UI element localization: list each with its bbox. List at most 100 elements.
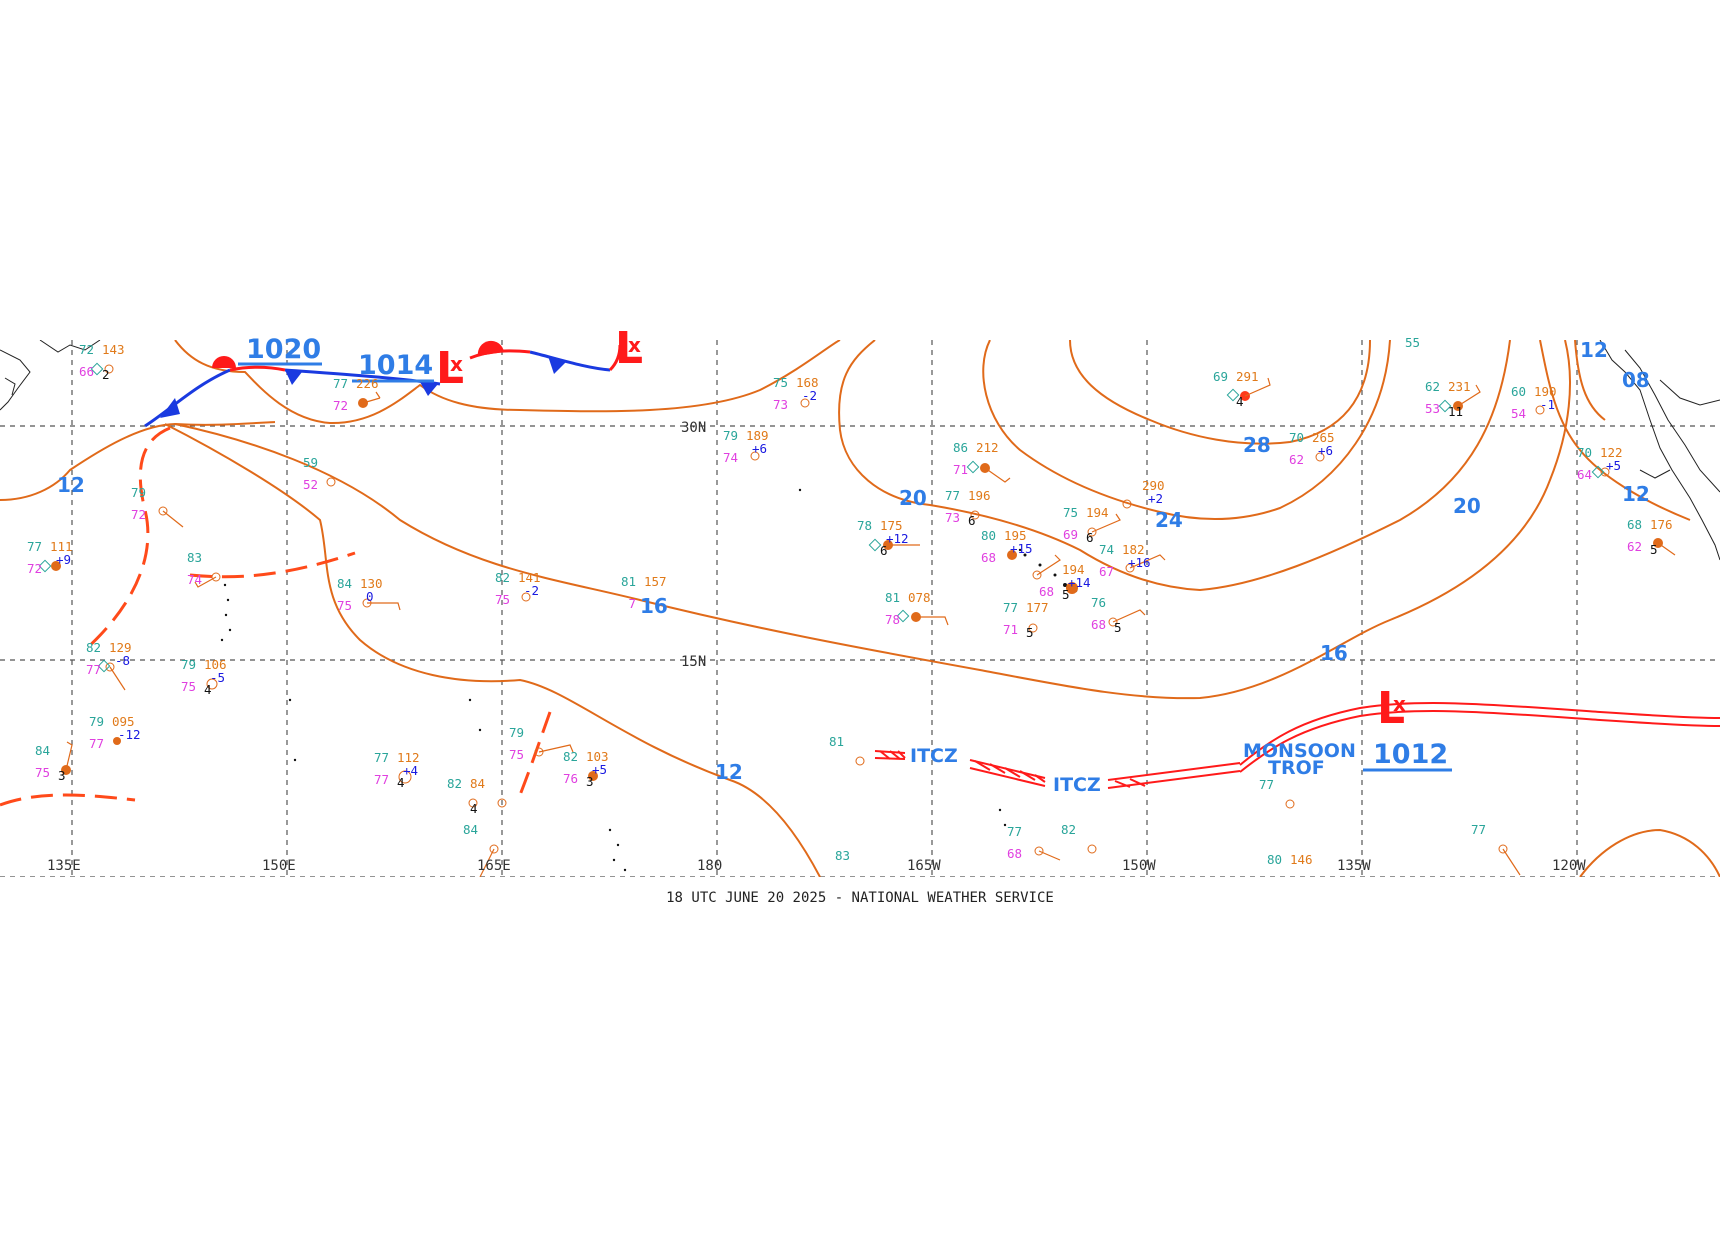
station-temperature: 82 bbox=[86, 640, 101, 655]
station-tendency: +6 bbox=[1318, 443, 1333, 458]
station-temperature: 60 bbox=[1511, 384, 1526, 399]
isobar-label: 16 bbox=[640, 594, 668, 618]
low-center-mark: x bbox=[450, 352, 463, 376]
station-temperature: 74 bbox=[1099, 542, 1114, 557]
station-dewpoint: 72 bbox=[131, 507, 146, 522]
station-pressure: 141 bbox=[518, 570, 541, 585]
station-tendency: +9 bbox=[56, 552, 71, 567]
station-pressure: 143 bbox=[102, 342, 125, 357]
station-pressure: 291 bbox=[1236, 369, 1259, 384]
station-pressure: 130 bbox=[360, 576, 383, 591]
station-pressure: 194 bbox=[1086, 505, 1109, 520]
station-cloud-cover: 5 bbox=[1026, 625, 1034, 640]
itcz-band bbox=[874, 702, 1720, 789]
station-pressure: 122 bbox=[1600, 445, 1623, 460]
low-center-symbol: L bbox=[615, 323, 643, 374]
station-tendency: +16 bbox=[1128, 555, 1151, 570]
station-dewpoint: 62 bbox=[1289, 452, 1304, 467]
station-temperature: 69 bbox=[1213, 369, 1228, 384]
station-pressure: 290 bbox=[1142, 478, 1165, 493]
pressure-centers: 1020 1014 L x L x L x 1012 bbox=[238, 323, 1452, 772]
station-temperature: 81 bbox=[885, 590, 900, 605]
station-dewpoint: 73 bbox=[773, 397, 788, 412]
station-dewpoint: 75 bbox=[35, 765, 50, 780]
station-cloud-cover: 5 bbox=[1650, 542, 1658, 557]
station-tendency: +6 bbox=[752, 441, 767, 456]
station-cloud-cover: 3 bbox=[586, 774, 594, 789]
station-temperature: 70 bbox=[1577, 445, 1592, 460]
warm-front bbox=[212, 340, 622, 372]
isobar-label: 16 bbox=[1320, 641, 1348, 665]
station-temperature: 59 bbox=[303, 455, 318, 470]
station-tendency: -12 bbox=[118, 727, 141, 742]
station-temperature: 79 bbox=[509, 725, 524, 740]
station-temperature: 79 bbox=[131, 485, 146, 500]
station-temperature: 77 bbox=[374, 750, 389, 765]
lon-label: 135W bbox=[1337, 858, 1371, 874]
station-tendency: 0 bbox=[366, 589, 374, 604]
low-center-symbol: L bbox=[1377, 683, 1405, 734]
station-temperature: 77 bbox=[1259, 777, 1274, 792]
station-pressure: 111 bbox=[50, 539, 73, 554]
station-temperature: 80 bbox=[981, 528, 996, 543]
station-dewpoint: 71 bbox=[1003, 622, 1018, 637]
station-dewpoint: 77 bbox=[86, 662, 101, 677]
isobar-label: 08 bbox=[1622, 368, 1650, 392]
station-temperature: 75 bbox=[1063, 505, 1078, 520]
station-tendency: -5 bbox=[210, 670, 225, 685]
station-dewpoint: 62 bbox=[1627, 539, 1642, 554]
station-temperature: 72 bbox=[79, 342, 94, 357]
station-pressure: 196 bbox=[968, 488, 991, 503]
station-temperature: 75 bbox=[773, 375, 788, 390]
monsoon-label: TROF bbox=[1268, 757, 1325, 779]
station-pressure: 168 bbox=[796, 375, 819, 390]
low-center-symbol: L bbox=[436, 343, 464, 394]
isobar-label: 28 bbox=[1243, 433, 1271, 457]
station-temperature: 86 bbox=[953, 440, 968, 455]
wind-barbs bbox=[65, 377, 1676, 877]
station-dewpoint: 52 bbox=[303, 477, 318, 492]
isobar-label: 24 bbox=[1155, 508, 1183, 532]
station-temperature: 76 bbox=[1091, 595, 1106, 610]
station-cloud-cover: 2 bbox=[102, 367, 110, 382]
isobar-label: 12 bbox=[715, 760, 743, 784]
station-pressure: 226 bbox=[356, 376, 379, 391]
grid-labels: 135E 150E 165E 180 165W 150W 135W 120W 3… bbox=[47, 420, 1586, 874]
station-tendency: +2 bbox=[1148, 491, 1163, 506]
station-dewpoint: 73 bbox=[945, 510, 960, 525]
station-dewpoint: 69 bbox=[1063, 527, 1078, 542]
station-temperature: 82 bbox=[563, 749, 578, 764]
station-pressure: 189 bbox=[746, 428, 769, 443]
lon-label: 120W bbox=[1552, 858, 1586, 874]
station-dewpoint: 72 bbox=[333, 398, 348, 413]
station-temperature: 70 bbox=[1289, 430, 1304, 445]
station-dewpoint: 76 bbox=[563, 771, 578, 786]
station-pressure: 078 bbox=[908, 590, 931, 605]
station-pressure: 212 bbox=[976, 440, 999, 455]
lon-label: 135E bbox=[47, 858, 81, 874]
station-dewpoint: 77 bbox=[374, 772, 389, 787]
station-dewpoint: 64 bbox=[1577, 467, 1592, 482]
station-temperature: 79 bbox=[89, 714, 104, 729]
longitude-grid bbox=[71, 340, 1578, 877]
station-pressure: 157 bbox=[644, 574, 667, 589]
station-temperature: 77 bbox=[1007, 824, 1022, 839]
station-pressure: 106 bbox=[204, 657, 227, 672]
lon-label: 150W bbox=[1122, 858, 1156, 874]
isobar-label: 12 bbox=[1580, 338, 1608, 362]
station-tendency: -1 bbox=[1540, 397, 1555, 412]
station-dewpoint: 74 bbox=[187, 572, 202, 587]
station-cloud-cover: 3 bbox=[58, 768, 66, 783]
station-pressure: 177 bbox=[1026, 600, 1049, 615]
station-cloud-cover: 5 bbox=[1114, 620, 1122, 635]
coastline-north-america bbox=[1599, 340, 1720, 561]
station-dewpoint: 68 bbox=[1091, 617, 1106, 632]
station-tendency: +4 bbox=[403, 763, 418, 778]
station-tendency: -2 bbox=[524, 583, 539, 598]
station-dewpoint: 68 bbox=[981, 550, 996, 565]
station-pressure: 265 bbox=[1312, 430, 1335, 445]
station-pressure: 195 bbox=[1004, 528, 1027, 543]
low-center-mark: x bbox=[628, 333, 641, 357]
station-dewpoint: 53 bbox=[1425, 401, 1440, 416]
